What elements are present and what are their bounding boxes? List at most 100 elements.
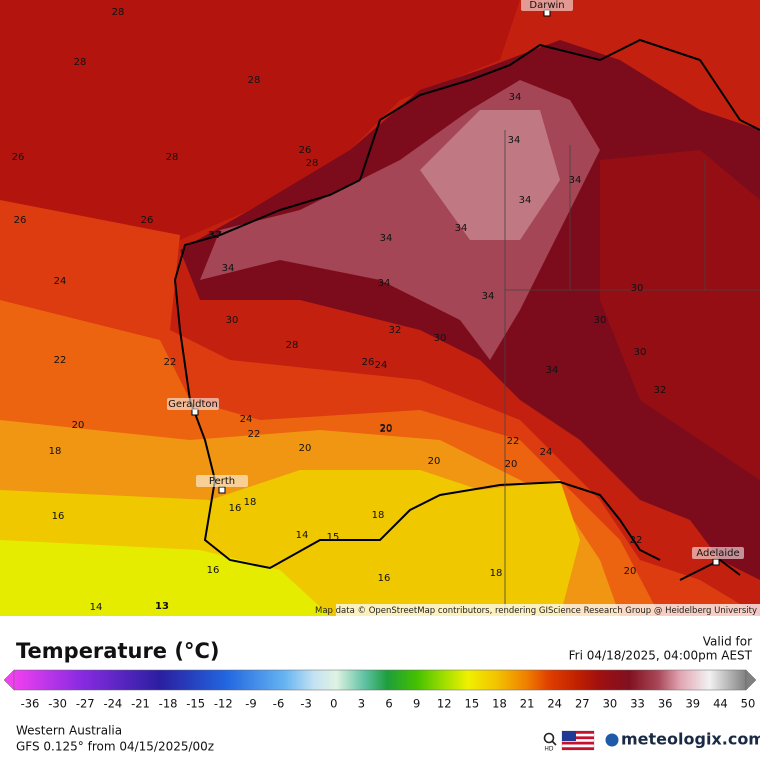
contour-label: 15 [327,532,340,543]
city-label-bg [692,547,744,559]
contour-label: 34 [569,175,582,186]
colorbar-tick-label: 0 [330,697,337,711]
colorbar-tick-label: -18 [159,697,178,711]
colorbar-tick-label: 30 [603,697,618,711]
contour-label: 30 [634,347,647,358]
colorbar-tick-label: 39 [685,697,700,711]
city-label: Perth [209,476,235,487]
city-label-bg [196,475,248,487]
contour-label: 28 [248,75,261,86]
contour-label: 24 [540,447,553,458]
contour-label: 34 [378,278,391,289]
coastline [173,38,760,581]
colorbar-arrow [745,669,757,691]
contour-label: 18 [372,510,385,521]
colorbar-tick-label: 24 [547,697,562,711]
temp-zone [600,150,760,480]
contour-label: 34 [222,263,235,274]
contour-label: 20 [299,443,312,454]
contour-label: 22 [630,535,643,546]
contour-label: 30 [434,333,447,344]
contour-label: 20 [428,456,441,467]
contour-label: 28 [112,7,125,18]
contour-label: 34 [546,365,559,376]
contour-label: 26 [14,215,27,226]
colorbar [13,669,747,691]
colorbar-tick-label: -12 [214,697,233,711]
contour-label: 28 [286,340,299,351]
city-marker [218,486,226,494]
colorbar-tick-label: 21 [520,697,535,711]
contour-label: 16 [207,565,220,576]
contour-label: 26 [299,145,312,156]
contour-label: 26 [12,152,25,163]
contour-label: 28 [74,57,87,68]
hd-label: HD [544,746,554,753]
border [504,130,760,616]
contour-label: 22 [54,355,67,366]
contour-label: 30 [594,315,607,326]
colorbar-tick-label: -36 [21,697,40,711]
contour-label: 14 [296,530,309,541]
contour-label: 24 [240,414,253,425]
cities: Darwin Geraldton Perth Adelaide [167,0,744,566]
brand-logo [605,733,619,747]
temp-zone [0,0,520,240]
temp-zone [420,110,560,240]
attribution-bg [336,604,760,616]
contour-label: 30 [631,283,644,294]
city-label-bg [167,398,219,410]
city-label: Darwin [529,0,564,11]
colorbar-tick-label: 50 [741,697,756,711]
search-icon[interactable] [543,732,555,744]
contour-label: 22 [248,429,261,440]
contour-label: 13 [155,601,169,612]
contour-label: 20 [624,566,637,577]
contour-label: 24 [375,360,388,371]
contour-label: 34 [455,223,468,234]
contour-label: 28 [166,152,179,163]
contour-label: 34 [509,92,522,103]
contour-label: 18 [244,497,257,508]
colorbar-tick-label: 36 [658,697,673,711]
colorbar-tick-label: 6 [385,697,392,711]
contour-label: 34 [508,135,521,146]
brand: meteologix.com [621,730,760,749]
colorbar-tick-label: 12 [437,697,452,711]
contour-label: 16 [52,511,65,522]
contour-label: 20 [72,420,85,431]
contour-label: 16 [378,573,391,584]
contour-label: 16 [229,503,242,514]
contour-label: 30 [226,315,239,326]
contour-label: 18 [49,446,62,457]
city-label: Adelaide [696,548,739,559]
colorbar-tick-label: -15 [186,697,205,711]
contour-label: 34 [482,291,495,302]
colorbar-tick-label: 33 [630,697,645,711]
valid-label: Valid for [703,635,752,649]
legend-title: Temperature (°C) [16,639,219,663]
flag[interactable] [561,730,595,751]
city-marker [712,558,720,566]
colorbar-ticks: -36 -30 -27 -24 -21 -18 -15 -12 -9 -6 -3 0 3 6 9 12 15 18… [21,697,756,711]
colorbar-tick-label: -24 [103,697,122,711]
region: Western Australia [16,724,122,738]
contour-label: 14 [90,602,103,613]
model: GFS 0.125° from 04/15/2025/00z [16,740,214,754]
attribution: Map data © OpenStreetMap contributors, r… [315,606,757,616]
colorbar-tick-label: 9 [413,697,420,711]
contour-label: 20 [380,423,393,434]
contour-label: 34 [519,195,532,206]
contour-label: 26 [141,215,154,226]
contour-label: 22 [507,436,520,447]
colorbar-tick-label: 3 [358,697,365,711]
contour-label: 20 [505,459,518,470]
search-icon [551,740,557,746]
valid-time: Fri 04/18/2025, 04:00pm AEST [569,649,753,663]
colorbar-tick-label: -9 [245,697,256,711]
colorbar-tick-label: 27 [575,697,590,711]
contour-label: 34 [380,233,393,244]
